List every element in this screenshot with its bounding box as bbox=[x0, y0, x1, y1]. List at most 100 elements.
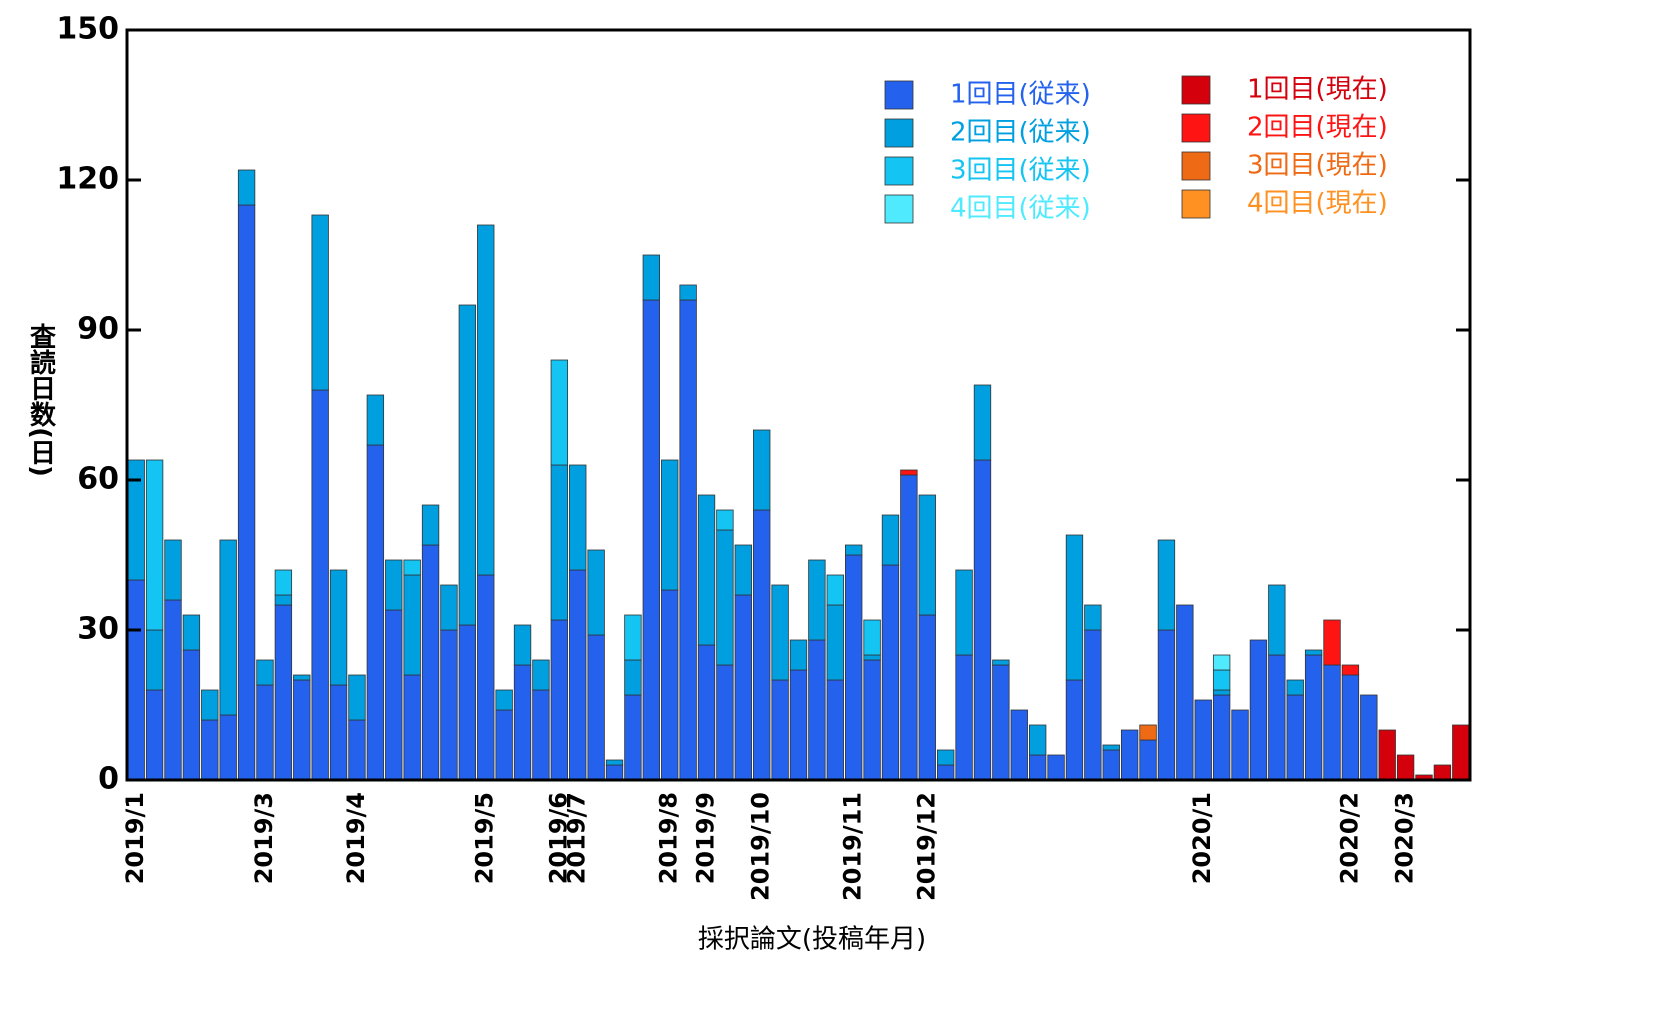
bar-segment bbox=[201, 719, 219, 781]
bar-segment bbox=[1286, 694, 1304, 781]
x-tick-label: 2020/2 bbox=[1335, 792, 1363, 884]
bar-segment bbox=[311, 389, 329, 781]
bar-segment bbox=[182, 614, 201, 651]
x-tick-label: 2019/6 bbox=[544, 792, 572, 884]
bar-segment bbox=[679, 284, 697, 301]
bar-segment bbox=[863, 659, 881, 781]
bar-segment bbox=[219, 714, 237, 781]
bar-segment bbox=[366, 394, 385, 446]
bar-segment bbox=[403, 574, 421, 676]
bar-segment bbox=[1341, 664, 1360, 676]
bar-segment bbox=[385, 559, 403, 611]
bar-segment bbox=[624, 659, 642, 696]
bar-segment bbox=[605, 764, 624, 781]
bar-segment bbox=[771, 679, 789, 781]
bar-segment bbox=[145, 629, 164, 691]
bar-segment bbox=[513, 664, 532, 781]
bar-segment bbox=[826, 574, 844, 606]
bar-segment bbox=[661, 459, 679, 591]
bar-segment bbox=[458, 304, 477, 626]
x-tick-label: 2019/3 bbox=[250, 792, 278, 884]
y-tick-label: 30 bbox=[77, 612, 119, 647]
bar-segment bbox=[716, 664, 734, 781]
x-tick-label: 2019/9 bbox=[692, 792, 720, 884]
bar-segment bbox=[1341, 674, 1360, 781]
bar-segment bbox=[881, 514, 900, 566]
y-tick-label: 0 bbox=[98, 762, 119, 797]
bar-segment bbox=[936, 764, 955, 781]
bar-segment bbox=[569, 569, 587, 781]
bar-segment bbox=[697, 644, 716, 781]
bar-segment bbox=[808, 639, 826, 781]
bar-segment bbox=[1194, 699, 1212, 781]
bar-segment bbox=[587, 634, 605, 781]
bar-segment bbox=[440, 584, 458, 631]
legend-label: 2回目(従来) bbox=[950, 118, 1091, 148]
bar-segment bbox=[1065, 534, 1084, 681]
bar-segment bbox=[881, 564, 900, 781]
bar-segment bbox=[1157, 539, 1176, 631]
bar-segment bbox=[605, 759, 624, 766]
legend-swatch bbox=[884, 80, 914, 110]
bar-segment bbox=[164, 599, 182, 781]
bar-segment bbox=[440, 629, 458, 781]
legend-swatch bbox=[1181, 189, 1211, 219]
bar-segment bbox=[495, 709, 513, 781]
bar-segment bbox=[403, 674, 421, 781]
bar-segment bbox=[992, 664, 1010, 781]
bar-segment bbox=[1047, 754, 1065, 781]
bar-segment bbox=[587, 549, 605, 636]
bar-segment bbox=[624, 694, 642, 781]
legend-swatch bbox=[1181, 151, 1211, 181]
bar-segment bbox=[274, 569, 293, 596]
bar-segment bbox=[127, 579, 145, 781]
bar-segment bbox=[734, 594, 752, 781]
y-tick-label: 60 bbox=[77, 462, 119, 497]
bar-segment bbox=[808, 559, 826, 641]
bar-segment bbox=[789, 669, 808, 781]
x-tick-label: 2020/3 bbox=[1391, 792, 1419, 884]
bar-segment bbox=[771, 584, 789, 681]
bar-segment bbox=[1304, 654, 1323, 781]
bar-segment bbox=[753, 429, 771, 511]
bar-segment bbox=[1378, 729, 1396, 781]
bar-segment bbox=[863, 654, 881, 661]
bar-segment bbox=[789, 639, 808, 671]
bar-segment bbox=[1452, 724, 1470, 781]
y-tick-label: 90 bbox=[77, 312, 119, 347]
bar-segment bbox=[1028, 754, 1047, 781]
bar-segment bbox=[1010, 709, 1028, 781]
bar-segment bbox=[1084, 629, 1102, 781]
bar-segment bbox=[697, 494, 716, 646]
bar-segment bbox=[845, 544, 863, 556]
bar-segment bbox=[1212, 669, 1231, 691]
bar-segment bbox=[1176, 604, 1194, 781]
y-tick-label: 120 bbox=[56, 162, 119, 197]
bar-segment bbox=[237, 169, 256, 206]
bar-segment bbox=[569, 464, 587, 571]
bar-segment bbox=[256, 659, 274, 686]
bar-segment bbox=[845, 554, 863, 781]
bar-segment bbox=[679, 299, 697, 781]
bar-segment bbox=[1268, 584, 1286, 656]
bar-segment bbox=[201, 689, 219, 721]
x-tick-label: 2019/12 bbox=[912, 792, 940, 901]
bar-segment bbox=[826, 604, 844, 681]
bar-segment bbox=[1028, 724, 1047, 756]
legend-label: 1回目(従来) bbox=[950, 80, 1091, 110]
bar-segment bbox=[900, 469, 918, 476]
bar-segment bbox=[1139, 739, 1157, 781]
bar-segment bbox=[918, 614, 936, 781]
bar-segment bbox=[329, 684, 348, 781]
bar-segment bbox=[661, 589, 679, 781]
bar-segment bbox=[1396, 754, 1415, 781]
bar-segment bbox=[1231, 709, 1249, 781]
bar-segment bbox=[1323, 619, 1341, 666]
bar-segment bbox=[385, 609, 403, 781]
legend-swatch bbox=[884, 194, 914, 224]
bar-segment bbox=[1360, 694, 1378, 781]
legend-label: 2回目(現在) bbox=[1247, 113, 1388, 143]
bar-segment bbox=[477, 574, 495, 781]
bar-segment bbox=[955, 654, 973, 781]
bar-segment bbox=[164, 539, 182, 601]
